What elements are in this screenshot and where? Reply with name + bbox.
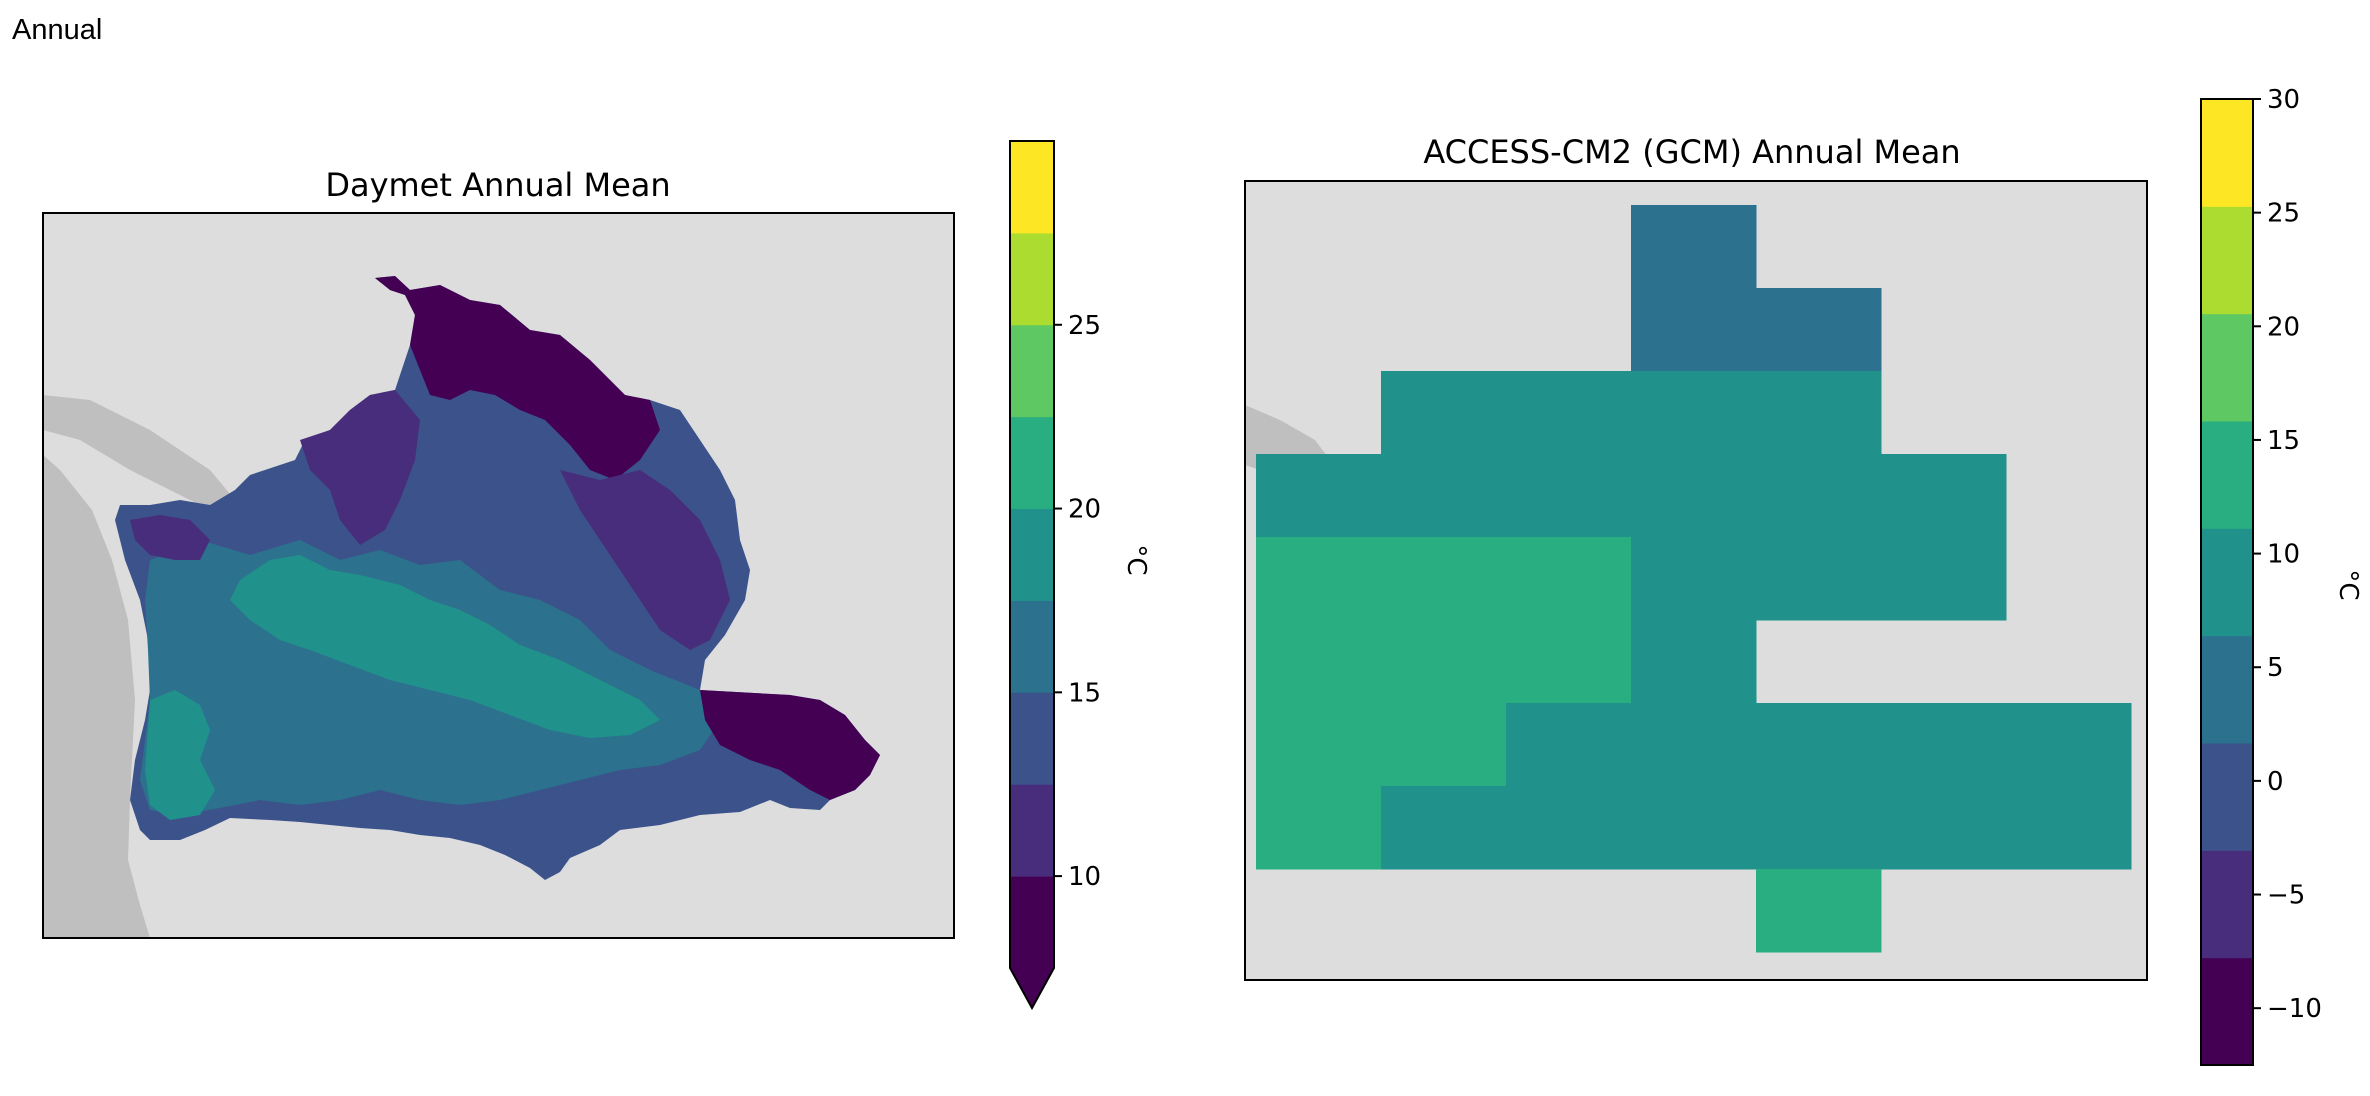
daymet-colorbar-ticks: 10 15 20 25 xyxy=(1054,311,1101,892)
gcm-grid-cell xyxy=(1756,537,1882,621)
gcm-grid-cell xyxy=(1506,454,1632,538)
page-title: Annual xyxy=(12,14,103,46)
colorbar-outline xyxy=(2200,98,2254,1066)
gcm-grid-cell xyxy=(1256,703,1382,787)
colorbar-segment xyxy=(2201,850,2253,959)
colorbar-tick-label: 5 xyxy=(2267,653,2284,683)
daymet-colorbar-label: °C xyxy=(1121,544,1151,575)
colorbar-segment xyxy=(1010,141,1054,234)
gcm-grid-cell xyxy=(1631,537,1757,621)
gcm-colorbar-ticks: −10 −5 0 5 10 15 20 25 30 xyxy=(2253,85,2322,1024)
gcm-grid-cell xyxy=(1381,786,1507,870)
gcm-grid-cell xyxy=(1506,620,1632,704)
colorbar-segment xyxy=(1010,416,1054,510)
gcm-grid-cell xyxy=(1631,620,1757,704)
colorbar-tick-label: 25 xyxy=(2267,199,2300,229)
daymet-olympic xyxy=(130,515,210,560)
gcm-grid-cell xyxy=(1381,703,1507,787)
gcm-grid-cell xyxy=(1756,371,1882,455)
gcm-grid-cell xyxy=(1256,786,1382,870)
daymet-cold-cascades xyxy=(300,390,420,545)
gcm-map-frame xyxy=(1244,180,2148,981)
gcm-grid-cell xyxy=(1506,786,1632,870)
colorbar-tick-label: −5 xyxy=(2267,881,2305,911)
gcm-grid-cell xyxy=(1756,786,1882,870)
colorbar-tick-label: 20 xyxy=(2267,312,2300,342)
gcm-colorbar: −10 −5 0 5 10 15 20 25 30 °C xyxy=(2200,85,2363,1066)
gcm-grid-cell xyxy=(1881,703,2007,787)
daymet-cold-mountains xyxy=(375,276,660,480)
gcm-grid-cell xyxy=(1756,454,1882,538)
daymet-map-frame xyxy=(42,212,955,939)
gcm-grid-cell xyxy=(1381,454,1507,538)
gcm-grid-cell xyxy=(1256,537,1382,621)
gcm-grid-cell xyxy=(1631,371,1757,455)
daymet-title: Daymet Annual Mean xyxy=(325,166,670,204)
daymet-warmest-valley xyxy=(230,555,660,738)
colorbar-segment xyxy=(2201,206,2253,315)
colorbar-tick-label: 20 xyxy=(1068,495,1101,525)
gcm-grid-cell xyxy=(1506,703,1632,787)
gcm-grid-cell xyxy=(1881,786,2007,870)
daymet-ocean xyxy=(43,213,150,938)
colorbar-segment xyxy=(2201,635,2253,744)
gcm-panel: ACCESS-CM2 (GCM) Annual Mean xyxy=(1244,133,2148,981)
daymet-cold-east xyxy=(700,690,880,800)
colorbar-extend-arrow xyxy=(1010,968,1054,1008)
gcm-grid-cell xyxy=(1381,537,1507,621)
colorbar-segment xyxy=(2201,743,2253,851)
gcm-grid-cell xyxy=(1256,620,1382,704)
colorbar-segment xyxy=(1010,692,1054,785)
daymet-colorbar: 10 15 20 25 °C xyxy=(1009,140,1151,1011)
gcm-grid-cell xyxy=(1756,703,1882,787)
gcm-grid-cell xyxy=(1756,869,1882,953)
colorbar-tick-label: 30 xyxy=(2267,85,2300,115)
gcm-colorbar-segments xyxy=(2200,98,2254,1066)
gcm-grid-cell xyxy=(2006,703,2132,787)
colorbar-segment xyxy=(2201,957,2253,1066)
gcm-grid-cell xyxy=(1381,371,1507,455)
colorbar-segment xyxy=(2201,421,2253,529)
colorbar-outline xyxy=(1009,140,1055,1011)
colorbar-tick-label: 0 xyxy=(2267,767,2284,797)
gcm-grid-cell xyxy=(1881,537,2007,621)
gcm-colorbar-label: °C xyxy=(2333,569,2363,600)
gcm-grid-cell xyxy=(1881,454,2007,538)
colorbar-tick-label: −10 xyxy=(2267,994,2322,1024)
gcm-grid-cells xyxy=(1256,205,2132,953)
gcm-grid-cell xyxy=(1506,371,1632,455)
colorbar-tick-label: 10 xyxy=(1068,862,1101,892)
colorbar-segment xyxy=(1010,784,1054,877)
gcm-grid-cell xyxy=(1631,205,1757,289)
colorbar-segment xyxy=(1010,876,1054,969)
daymet-panel: Daymet Annual Mean xyxy=(42,166,955,939)
colorbar-tick-label: 10 xyxy=(2267,540,2300,570)
colorbar-tick-label: 15 xyxy=(1068,678,1101,708)
daymet-cold-interior xyxy=(560,470,730,650)
daymet-southwest-warm xyxy=(145,690,215,820)
colorbar-segment xyxy=(2201,99,2253,207)
daymet-strait xyxy=(43,395,235,515)
gcm-title: ACCESS-CM2 (GCM) Annual Mean xyxy=(1423,133,1960,171)
colorbar-tick-label: 15 xyxy=(2267,426,2300,456)
gcm-grid-cell xyxy=(1506,537,1632,621)
gcm-grid-cell xyxy=(1631,288,1757,372)
daymet-colorbar-segments xyxy=(1009,140,1055,1011)
gcm-grid-cell xyxy=(1756,288,1882,372)
gcm-grid-cell xyxy=(2006,786,2132,870)
gcm-grid-cell xyxy=(1631,454,1757,538)
colorbar-segment xyxy=(1010,600,1054,693)
colorbar-segment xyxy=(1010,232,1054,326)
colorbar-segment xyxy=(1010,324,1054,418)
gcm-grid-cell xyxy=(1256,454,1382,538)
colorbar-tick-label: 25 xyxy=(1068,311,1101,341)
colorbar-segment xyxy=(2201,313,2253,422)
gcm-grid-cell xyxy=(1631,786,1757,870)
gcm-grid-cell xyxy=(1631,703,1757,787)
gcm-grid-cell xyxy=(1381,620,1507,704)
colorbar-segment xyxy=(1010,508,1054,601)
colorbar-segment xyxy=(2201,528,2253,637)
